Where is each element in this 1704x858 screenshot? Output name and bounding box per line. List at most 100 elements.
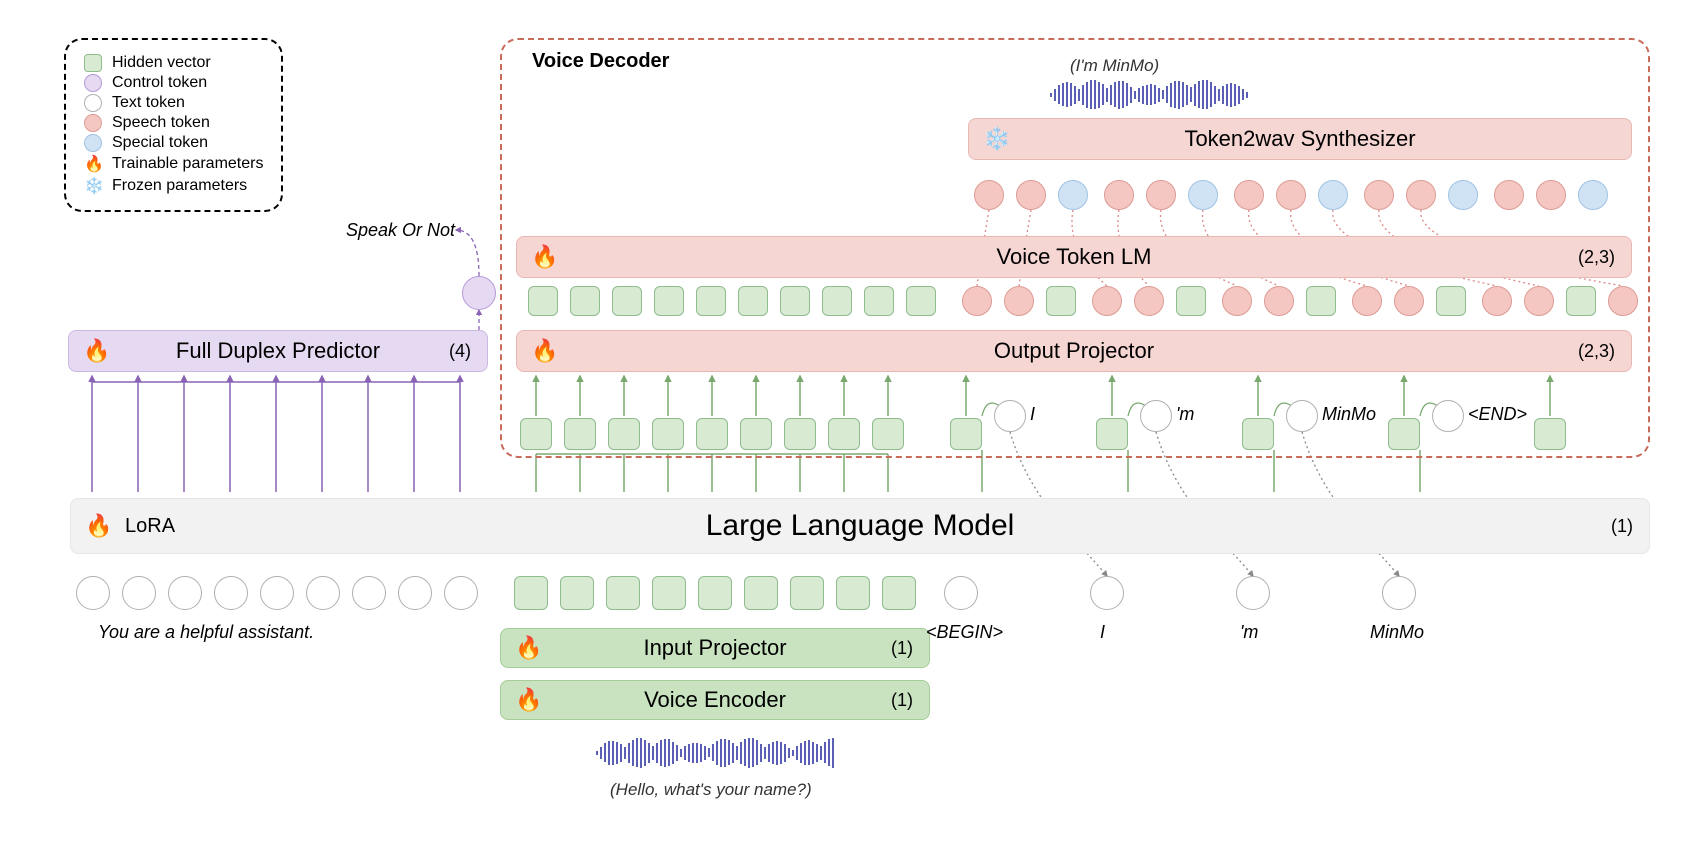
hidden-square-token — [652, 576, 686, 610]
output-text-token — [1432, 400, 1464, 432]
input_projector-block: 🔥 Input Projector (1) — [500, 628, 930, 668]
hidden-square-token — [696, 418, 728, 450]
hidden-square-token — [1242, 418, 1274, 450]
text-circle-token — [168, 576, 202, 610]
output_audio-caption: (I'm MinMo) — [1070, 56, 1159, 76]
output_projector-label: Output Projector — [994, 338, 1154, 364]
text-circle-token — [944, 576, 978, 610]
text-circle-token — [1090, 576, 1124, 610]
hidden-square-token — [738, 286, 768, 316]
hidden-square-token — [882, 576, 916, 610]
hidden-square-token — [836, 576, 870, 610]
legend-item: Hidden vector — [84, 54, 263, 72]
speech-circle-token — [1608, 286, 1638, 316]
hidden-square-token — [652, 418, 684, 450]
voice_token_lm-label: Voice Token LM — [997, 244, 1152, 270]
hidden-square-token — [1534, 418, 1566, 450]
hidden-square-token — [606, 576, 640, 610]
lora-label: LoRA — [125, 515, 175, 538]
output-text-label: <END> — [1468, 404, 1527, 425]
full_duplex-label: Full Duplex Predictor — [176, 338, 380, 364]
speech-circle-token — [1264, 286, 1294, 316]
voice_token_lm-block: 🔥Voice Token LM(2,3) — [516, 236, 1632, 278]
special-circle-token — [1448, 180, 1478, 210]
speech-circle-token — [1536, 180, 1566, 210]
hidden-square-token — [520, 418, 552, 450]
speech-circle-token — [1016, 180, 1046, 210]
text-circle-token — [352, 576, 386, 610]
stage-label: (2,3) — [1578, 341, 1615, 362]
speech-circle-token — [1092, 286, 1122, 316]
hidden-square-token — [514, 576, 548, 610]
output-text-token — [994, 400, 1026, 432]
input_audio-caption: (Hello, what's your name?) — [610, 780, 812, 800]
hidden-square-token — [780, 286, 810, 316]
llm-label: Large Language Model — [706, 509, 1015, 543]
text-circle-token — [214, 576, 248, 610]
hidden-square-token — [654, 286, 684, 316]
hidden-square-token — [1046, 286, 1076, 316]
text-circle-token — [260, 576, 294, 610]
voice_encoder-block: 🔥 Voice Encoder (1) — [500, 680, 930, 720]
text-circle-token — [122, 576, 156, 610]
hidden-square-token — [528, 286, 558, 316]
hidden-square-token — [744, 576, 778, 610]
hidden-square-token — [740, 418, 772, 450]
legend-item: 🔥Trainable parameters — [84, 154, 263, 174]
fire-icon: 🔥 — [515, 687, 542, 713]
snowflake-icon: ❄️ — [983, 126, 1010, 152]
fire-icon: 🔥 — [515, 635, 542, 661]
token-text-label: MinMo — [1370, 622, 1424, 643]
waveform-icon — [596, 738, 836, 768]
hidden-square-token — [1176, 286, 1206, 316]
input_projector-label: Input Projector — [643, 635, 786, 661]
hidden-square-token — [570, 286, 600, 316]
text-circle-token — [76, 576, 110, 610]
fire-icon: 🔥 — [531, 338, 558, 364]
special-circle-token — [1318, 180, 1348, 210]
voice_encoder-label: Voice Encoder — [644, 687, 786, 713]
speech-circle-token — [1134, 286, 1164, 316]
special-circle-token — [1188, 180, 1218, 210]
stage-label: (1) — [891, 690, 913, 711]
legend-item: ❄️Frozen parameters — [84, 176, 263, 196]
output-text-label: I — [1030, 404, 1035, 425]
speech-circle-token — [974, 180, 1004, 210]
stage-label: (4) — [449, 341, 471, 362]
output-text-token — [1140, 400, 1172, 432]
text-circle-token — [398, 576, 432, 610]
hidden-square-token — [822, 286, 852, 316]
hidden-square-token — [608, 418, 640, 450]
full_duplex-block: 🔥 Full Duplex Predictor (4) — [68, 330, 488, 372]
text-circle-token — [306, 576, 340, 610]
speech-circle-token — [1004, 286, 1034, 316]
hidden-square-token — [696, 286, 726, 316]
hidden-square-token — [864, 286, 894, 316]
hidden-square-token — [872, 418, 904, 450]
fire-icon: 🔥 — [83, 338, 110, 364]
special-circle-token — [1578, 180, 1608, 210]
stage-label: (1) — [891, 638, 913, 659]
special-circle-token — [1058, 180, 1088, 210]
speech-circle-token — [1406, 180, 1436, 210]
hidden-square-token — [950, 418, 982, 450]
hidden-square-token — [612, 286, 642, 316]
hidden-square-token — [784, 418, 816, 450]
hidden-square-token — [698, 576, 732, 610]
speech-circle-token — [1104, 180, 1134, 210]
text-circle-token — [444, 576, 478, 610]
token-text-label: I — [1100, 622, 1105, 643]
speech-circle-token — [962, 286, 992, 316]
stage-label: (1) — [1611, 516, 1633, 537]
hidden-square-token — [1388, 418, 1420, 450]
speech-circle-token — [1364, 180, 1394, 210]
speech-circle-token — [1482, 286, 1512, 316]
token-text-label: 'm — [1240, 622, 1258, 643]
speech-circle-token — [1494, 180, 1524, 210]
speech-circle-token — [1222, 286, 1252, 316]
legend-item: Speech token — [84, 114, 263, 132]
token2wav-block: ❄️ Token2wav Synthesizer — [968, 118, 1632, 160]
token2wav-label: Token2wav Synthesizer — [1184, 126, 1415, 152]
hidden-square-token — [560, 576, 594, 610]
output-text-label: MinMo — [1322, 404, 1376, 425]
